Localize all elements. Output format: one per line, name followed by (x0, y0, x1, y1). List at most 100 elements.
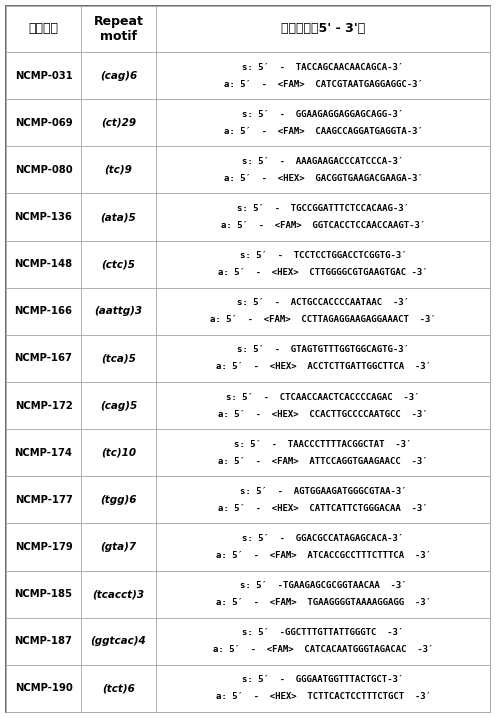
Text: NCMP-069: NCMP-069 (15, 118, 72, 128)
Text: NCMP-172: NCMP-172 (15, 401, 72, 411)
Text: NCMP-174: NCMP-174 (14, 448, 72, 457)
Bar (156, 6, 490, 52)
Bar (156, 241, 490, 288)
Bar (156, 288, 490, 335)
Bar (6, 571, 81, 617)
Text: a: 5′  -  <FAM>  CAAGCCAGGATGAGGTA-3′: a: 5′ - <FAM> CAAGCCAGGATGAGGTA-3′ (224, 126, 423, 136)
Text: a: 5′  -  <FAM>  TGAAGGGGTAAAAGGAGG  -3′: a: 5′ - <FAM> TGAAGGGGTAAAAGGAGG -3′ (216, 598, 431, 607)
Bar (81, 523, 156, 571)
Bar (81, 571, 156, 617)
Bar (6, 382, 81, 429)
Text: NCMP-148: NCMP-148 (14, 259, 72, 269)
Bar (81, 193, 156, 241)
Text: a: 5′  -  <HEX>  TCTTCACTCCTTTCTGCT  -3′: a: 5′ - <HEX> TCTTCACTCCTTTCTGCT -3′ (216, 692, 431, 701)
Text: motif: motif (100, 30, 137, 43)
Bar (156, 146, 490, 193)
Bar (156, 335, 490, 382)
Bar (6, 193, 81, 241)
Bar (156, 571, 490, 617)
Bar (6, 241, 81, 288)
Text: (gta)7: (gta)7 (101, 542, 136, 552)
Text: s: 5′  -  TGCCGGATTTCTCCACAAG-3′: s: 5′ - TGCCGGATTTCTCCACAAG-3′ (237, 204, 409, 213)
Text: NCMP-080: NCMP-080 (15, 165, 72, 175)
Text: 序列信息（5' - 3'）: 序列信息（5' - 3'） (281, 22, 365, 35)
Bar (6, 429, 81, 476)
Bar (81, 52, 156, 99)
Bar (156, 665, 490, 712)
Bar (81, 476, 156, 523)
Bar (6, 617, 81, 665)
Text: NCMP-185: NCMP-185 (14, 589, 72, 599)
Bar (81, 146, 156, 193)
Text: (cag)5: (cag)5 (100, 401, 137, 411)
Bar (156, 523, 490, 571)
Bar (6, 523, 81, 571)
Bar (156, 476, 490, 523)
Text: s: 5′  -TGAAGAGCGCGGTAACAA  -3′: s: 5′ -TGAAGAGCGCGGTAACAA -3′ (240, 581, 406, 590)
Text: (cag)6: (cag)6 (100, 70, 137, 80)
Text: s: 5′  -  GGAAGAGGAGGAGCAGG-3′: s: 5′ - GGAAGAGGAGGAGCAGG-3′ (243, 110, 404, 118)
Bar (6, 335, 81, 382)
Text: (ct)29: (ct)29 (101, 118, 136, 128)
Text: s: 5′  -  GGGAATGGTTTACTGCT-3′: s: 5′ - GGGAATGGTTTACTGCT-3′ (243, 676, 404, 684)
Bar (81, 665, 156, 712)
Text: a: 5′  -  <FAM>  CATCACAATGGGTAGACAC  -3′: a: 5′ - <FAM> CATCACAATGGGTAGACAC -3′ (213, 645, 433, 654)
Bar (81, 241, 156, 288)
Text: NCMP-031: NCMP-031 (15, 70, 72, 80)
Bar (81, 288, 156, 335)
Text: NCMP-179: NCMP-179 (15, 542, 72, 552)
Bar (6, 52, 81, 99)
Text: a: 5′  -  <FAM>  ATCACCGCCTTTCTTTCA  -3′: a: 5′ - <FAM> ATCACCGCCTTTCTTTCA -3′ (216, 551, 431, 560)
Text: s: 5′  -  ACTGCCACCCCAATAAC  -3′: s: 5′ - ACTGCCACCCCAATAAC -3′ (237, 298, 409, 307)
Text: (tc)9: (tc)9 (105, 165, 132, 175)
Bar (6, 288, 81, 335)
Text: (tc)10: (tc)10 (101, 448, 136, 457)
Text: NCMP-177: NCMP-177 (15, 495, 72, 505)
Bar (156, 429, 490, 476)
Text: s: 5′  -GGCTTTGTTATTGGGTC  -3′: s: 5′ -GGCTTTGTTATTGGGTC -3′ (243, 628, 404, 638)
Bar (6, 476, 81, 523)
Bar (81, 617, 156, 665)
Bar (81, 6, 156, 52)
Text: a: 5′  -  <HEX>  GACGGTGAAGACGAAGA-3′: a: 5′ - <HEX> GACGGTGAAGACGAAGA-3′ (224, 174, 423, 183)
Bar (6, 6, 81, 52)
Text: (ctc)5: (ctc)5 (102, 259, 135, 269)
Bar (156, 382, 490, 429)
Text: NCMP-167: NCMP-167 (14, 353, 72, 363)
Bar (81, 335, 156, 382)
Text: s: 5′  -  GGACGCCATAGAGCACA-3′: s: 5′ - GGACGCCATAGAGCACA-3′ (243, 534, 404, 543)
Text: a: 5′  -  <FAM>  CATCGTAATGAGGAGGC-3′: a: 5′ - <FAM> CATCGTAATGAGGAGGC-3′ (224, 80, 423, 88)
Bar (156, 193, 490, 241)
Text: a: 5′  -  <FAM>  CCTTAGAGGAAGAGGAAACT  -3′: a: 5′ - <FAM> CCTTAGAGGAAGAGGAAACT -3′ (210, 315, 436, 325)
Text: a: 5′  -  <HEX>  CATTCATTCTGGGACAA  -3′: a: 5′ - <HEX> CATTCATTCTGGGACAA -3′ (218, 504, 428, 513)
Bar (6, 99, 81, 146)
Text: s: 5′  -  GTAGTGTTTGGTGGCAGTG-3′: s: 5′ - GTAGTGTTTGGTGGCAGTG-3′ (237, 345, 409, 355)
Text: NCMP-166: NCMP-166 (14, 307, 72, 317)
Text: s: 5′  -  AAAGAAGACCCATCCCA-3′: s: 5′ - AAAGAAGACCCATCCCA-3′ (243, 157, 404, 166)
Bar (81, 382, 156, 429)
Text: (ggtcac)4: (ggtcac)4 (91, 636, 146, 646)
Text: a: 5′  -  <FAM>  GGTCACCTCCAACCAAGT-3′: a: 5′ - <FAM> GGTCACCTCCAACCAAGT-3′ (221, 221, 425, 230)
Text: NCMP-187: NCMP-187 (14, 636, 72, 646)
Text: s: 5′  -  CTCAACCAACTCACCCCAGAC  -3′: s: 5′ - CTCAACCAACTCACCCCAGAC -3′ (226, 393, 420, 401)
Text: 引物名称: 引物名称 (28, 22, 59, 35)
Text: NCMP-190: NCMP-190 (15, 684, 72, 694)
Text: s: 5′  -  TCCTCCTGGACCTCGGTG-3′: s: 5′ - TCCTCCTGGACCTCGGTG-3′ (240, 251, 406, 260)
Text: (aattg)3: (aattg)3 (94, 307, 142, 317)
Bar (156, 52, 490, 99)
Text: a: 5′  -  <FAM>  ATTCCAGGTGAAGAACC  -3′: a: 5′ - <FAM> ATTCCAGGTGAAGAACC -3′ (218, 457, 428, 466)
Text: a: 5′  -  <HEX>  CCACTTGCCCCAATGCC  -3′: a: 5′ - <HEX> CCACTTGCCCCAATGCC -3′ (218, 409, 428, 419)
Text: s: 5′  -  AGTGGAAGATGGGCGTAA-3′: s: 5′ - AGTGGAAGATGGGCGTAA-3′ (240, 487, 406, 496)
Text: (tct)6: (tct)6 (102, 684, 135, 694)
Text: a: 5′  -  <HEX>  CTTGGGGCGTGAAGTGAC -3′: a: 5′ - <HEX> CTTGGGGCGTGAAGTGAC -3′ (218, 268, 428, 277)
Text: (tcacct)3: (tcacct)3 (92, 589, 145, 599)
Text: s: 5′  -  TAACCCTTTTACGGCTAT  -3′: s: 5′ - TAACCCTTTTACGGCTAT -3′ (234, 439, 412, 449)
Bar (6, 146, 81, 193)
Text: NCMP-136: NCMP-136 (14, 212, 72, 222)
Bar (6, 665, 81, 712)
Bar (156, 99, 490, 146)
Bar (81, 99, 156, 146)
Bar (81, 429, 156, 476)
Text: Repeat: Repeat (94, 14, 143, 28)
Text: (tca)5: (tca)5 (101, 353, 136, 363)
